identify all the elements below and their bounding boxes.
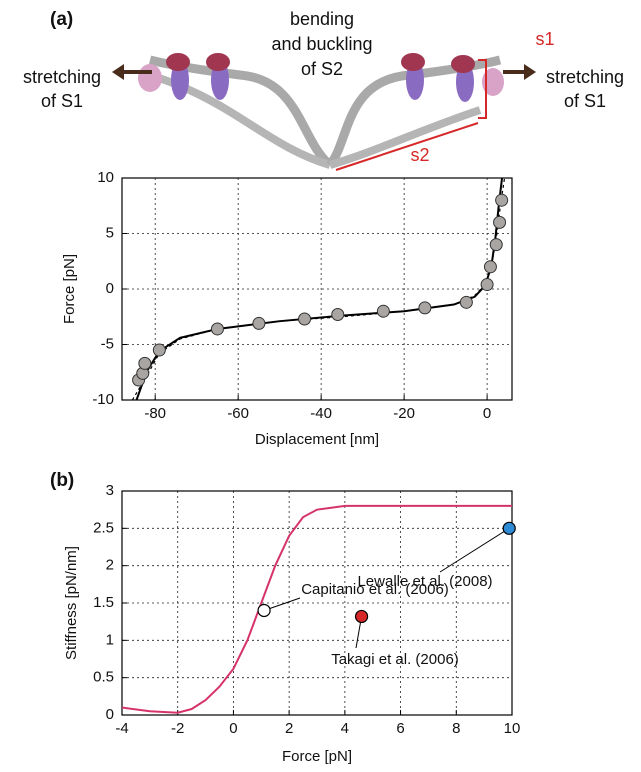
diagram-label: of S2 — [301, 59, 343, 79]
line-series — [122, 504, 512, 714]
x-tick-label: 4 — [341, 720, 349, 737]
data-point — [257, 603, 271, 618]
x-tick-label: 8 — [452, 720, 460, 737]
y-axis-label: Force [pN] — [61, 254, 78, 324]
diagram-label: and buckling — [271, 34, 372, 54]
x-tick-label: 0 — [483, 405, 491, 422]
y-tick-label: 0 — [106, 706, 114, 723]
x-tick-label: -2 — [171, 720, 184, 737]
y-tick-label: 0 — [106, 280, 114, 297]
x-tick-label: 0 — [229, 720, 237, 737]
x-tick-label: 10 — [504, 720, 521, 737]
y-tick-label: 1.5 — [93, 594, 114, 611]
plot-frame — [121, 490, 513, 716]
data-point — [493, 215, 507, 229]
x-tick-label: -80 — [144, 405, 166, 422]
y-tick-label: -10 — [92, 391, 114, 408]
line-series — [131, 178, 506, 400]
data-point — [152, 343, 166, 357]
data-point — [418, 301, 432, 315]
leader-line — [439, 527, 510, 573]
x-tick-label: -60 — [227, 405, 249, 422]
x-axis-label: Displacement [nm] — [255, 431, 379, 448]
data-point — [495, 193, 509, 207]
x-axis-label: Force [pN] — [282, 748, 352, 765]
diagram-label: s2 — [410, 145, 429, 165]
data-point — [298, 312, 312, 326]
x-tick-label: 2 — [285, 720, 293, 737]
data-point — [138, 356, 152, 370]
data-point — [480, 278, 494, 292]
y-axis-label: Stiffness [pN/nm] — [63, 546, 80, 660]
data-point — [331, 308, 345, 322]
diagram-label: stretching — [546, 67, 624, 87]
data-point — [376, 304, 390, 318]
data-point — [354, 609, 369, 624]
y-tick-label: 0.5 — [93, 669, 114, 686]
annotation-label: Capitanio et al. (2006) — [301, 581, 449, 598]
x-tick-label: -40 — [310, 405, 332, 422]
y-tick-label: 1 — [106, 631, 114, 648]
data-point — [459, 295, 473, 309]
diagram-label: s1 — [535, 29, 554, 49]
panel-label: (a) — [50, 9, 73, 30]
data-point — [210, 322, 224, 336]
y-tick-label: 10 — [97, 169, 114, 186]
diagram-label: of S1 — [564, 91, 606, 111]
diagram-label: stretching — [23, 67, 101, 87]
data-point — [483, 260, 497, 274]
panel-label: (b) — [50, 470, 74, 491]
plot-area — [122, 504, 512, 714]
diagram-label: bending — [290, 9, 354, 29]
y-tick-label: 2 — [106, 557, 114, 574]
annotation-label: Takagi et al. (2006) — [331, 651, 459, 668]
plot-frame — [121, 177, 513, 401]
annotation-label: Lewalle et al. (2008) — [357, 573, 492, 590]
y-tick-label: 5 — [106, 224, 114, 241]
y-tick-label: 3 — [106, 482, 114, 499]
data-point — [252, 316, 266, 330]
x-tick-label: -4 — [115, 720, 128, 737]
data-point — [502, 521, 516, 535]
y-tick-label: -5 — [101, 335, 114, 352]
x-tick-label: 6 — [396, 720, 404, 737]
diagram-label: of S1 — [41, 91, 83, 111]
x-tick-label: -20 — [393, 405, 415, 422]
y-tick-label: 2.5 — [93, 519, 114, 536]
molecule-illustration — [112, 53, 536, 171]
data-point — [489, 238, 503, 252]
